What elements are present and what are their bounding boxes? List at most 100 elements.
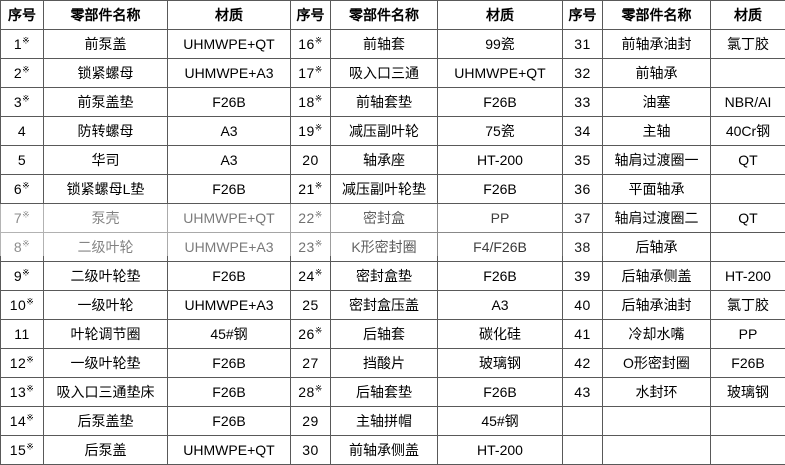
cell-part-name: 叶轮调节圈 [43,319,168,349]
cell-material: UHMWPE+A3 [167,58,291,88]
table-row: 2※ 锁紧螺母 UHMWPE+A3 17※ 吸入口三通 UHMWPE+QT 32 前轴承 [0,58,785,88]
cell-part-name: 密封盒 [330,203,438,233]
cell-serial: 41 [562,319,603,349]
cell-serial: 27 [290,348,331,378]
cell-serial: 36 [562,174,603,204]
wear-part-marker: ※ [22,209,31,220]
cell-material [710,406,785,436]
cell-part-name: 锁紧螺母L垫 [43,174,168,204]
wear-part-marker: ※ [22,267,31,278]
wear-part-marker: ※ [314,267,323,278]
cell-part-name: 后轴承油封 [602,290,711,320]
cell-part-name: 防转螺母 [43,116,168,146]
cell-serial: 4 [0,116,44,146]
wear-part-marker: ※ [22,238,31,249]
cell-material: 氯丁胶 [710,29,785,59]
cell-material [710,58,785,88]
wear-part-marker: ※ [314,64,323,75]
cell-material: QT [710,203,785,233]
cell-serial: 15※ [0,435,44,465]
cell-part-name: 主轴拼帽 [330,406,438,436]
cell-part-name: K形密封圈 [330,232,438,262]
wear-part-marker: ※ [26,354,35,365]
cell-material: 氯丁胶 [710,290,785,320]
cell-part-name: 后泵盖 [43,435,168,465]
wear-part-marker: ※ [314,93,323,104]
cell-part-name: 锁紧螺母 [43,58,168,88]
cell-part-name: 减压副叶轮垫 [330,174,438,204]
cell-serial: 28※ [290,377,331,407]
cell-material: UHMWPE+QT [167,29,291,59]
cell-material: F26B [437,174,563,204]
cell-material: UHMWPE+QT [167,435,291,465]
cell-part-name: 轴肩过渡圈一 [602,145,711,175]
cell-part-name: 前轴承侧盖 [330,435,438,465]
table-row: 4 防转螺母 A3 19※ 减压副叶轮 75瓷 34 主轴 40Cr钢 [0,116,785,146]
cell-serial: 16※ [290,29,331,59]
header-name-3: 零部件名称 [602,0,711,30]
cell-material: HT-200 [437,145,563,175]
cell-material: 45#钢 [167,319,291,349]
table-row: 11 叶轮调节圈 45#钢 26※ 后轴套 碳化硅 41 冷却水嘴 PP [0,319,785,349]
cell-part-name: 后轴套 [330,319,438,349]
cell-material: A3 [167,145,291,175]
table-row: 5 华司 A3 20 轴承座 HT-200 35 轴肩过渡圈一 QT [0,145,785,175]
cell-part-name: 泵壳 [43,203,168,233]
wear-part-marker: ※ [314,209,323,220]
cell-serial: 20 [290,145,331,175]
cell-part-name: 轴肩过渡圈二 [602,203,711,233]
cell-material: QT [710,145,785,175]
table-row: 14※ 后泵盖垫 F26B 29 主轴拼帽 45#钢 [0,406,785,436]
table-row: 7※ 泵壳 UHMWPE+QT 22※ 密封盒 PP 37 轴肩过渡圈二 QT [0,203,785,233]
cell-material: A3 [167,116,291,146]
cell-material: F26B [167,406,291,436]
cell-serial: 30 [290,435,331,465]
cell-material: UHMWPE+QT [437,58,563,88]
cell-part-name: 密封盒压盖 [330,290,438,320]
cell-part-name: 后轴套垫 [330,377,438,407]
header-row: 序号 零部件名称 材质 序号 零部件名称 材质 序号 零部件名称 材质 [0,0,785,30]
table-row: 15※ 后泵盖 UHMWPE+QT 30 前轴承侧盖 HT-200 [0,435,785,465]
cell-material: F26B [167,87,291,117]
cell-material: F26B [710,348,785,378]
header-serial-3: 序号 [562,0,603,30]
table-row: 12※ 一级叶轮垫 F26B 27 挡酸片 玻璃钢 42 O形密封圈 F26B [0,348,785,378]
wear-part-marker: ※ [314,180,323,191]
cell-serial: 37 [562,203,603,233]
cell-part-name: 华司 [43,145,168,175]
cell-part-name: 吸入口三通垫床 [43,377,168,407]
table-row: 1※ 前泵盖 UHMWPE+QT 16※ 前轴套 99瓷 31 前轴承油封 氯丁胶 [0,29,785,59]
cell-serial: 7※ [0,203,44,233]
cell-serial: 23※ [290,232,331,262]
cell-part-name: 吸入口三通 [330,58,438,88]
wear-part-marker: ※ [22,35,31,46]
cell-material: 75瓷 [437,116,563,146]
cell-serial: 40 [562,290,603,320]
wear-part-marker: ※ [22,93,31,104]
cell-material: F26B [437,377,563,407]
cell-serial: 10※ [0,290,44,320]
cell-material: 40Cr钢 [710,116,785,146]
wear-part-marker: ※ [314,325,323,336]
wear-part-marker: ※ [314,122,323,133]
header-material-1: 材质 [167,0,291,30]
cell-part-name: 前泵盖 [43,29,168,59]
wear-part-marker: ※ [26,383,35,394]
header-material-3: 材质 [710,0,785,30]
cell-part-name [602,406,711,436]
cell-part-name: 前轴承 [602,58,711,88]
cell-material: HT-200 [437,435,563,465]
cell-material: F26B [167,348,291,378]
table-row: 6※ 锁紧螺母L垫 F26B 21※ 减压副叶轮垫 F26B 36 平面轴承 [0,174,785,204]
cell-serial: 13※ [0,377,44,407]
wear-part-marker: ※ [26,412,35,423]
table-row: 3※ 前泵盖垫 F26B 18※ 前轴套垫 F26B 33 油塞 NBR/AI [0,87,785,117]
cell-serial: 29 [290,406,331,436]
cell-serial: 24※ [290,261,331,291]
cell-serial: 9※ [0,261,44,291]
cell-part-name: 前轴套 [330,29,438,59]
header-name-1: 零部件名称 [43,0,168,30]
cell-material: 45#钢 [437,406,563,436]
cell-serial: 11 [0,319,44,349]
